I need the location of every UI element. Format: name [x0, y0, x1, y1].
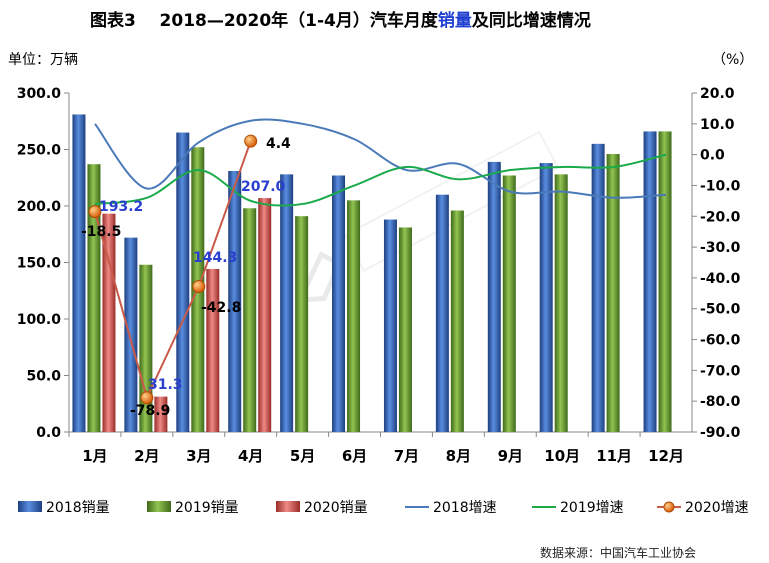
growth-value-label: -18.5 [81, 224, 121, 240]
bar-2019销量-8月 [450, 210, 464, 432]
bar-2018销量-8月 [435, 194, 449, 432]
x-tick-label: 11月 [596, 447, 632, 465]
watermark-logo [295, 130, 560, 303]
data-labels: 193.2 31.3 144.3 207.0 -18.5 -78.9 -42.8 4.4 [81, 136, 291, 419]
bar-2018销量-5月 [280, 174, 294, 433]
legend-swatch [147, 501, 171, 512]
legend-label: 2018增速 [433, 500, 497, 516]
axes: 0.0 50.0 100.0 150.0 200.0 250.0 300.0 -90.0 -80… [17, 86, 741, 465]
left-tick-label: 0.0 [36, 425, 61, 441]
legend-marker [663, 501, 675, 513]
bar-2018销量-6月 [332, 175, 346, 433]
bar-2020销量-1月 [102, 213, 116, 432]
right-tick-label: -50.0 [700, 302, 741, 318]
legend-label: 2020增速 [685, 500, 749, 516]
bar-2018销量-3月 [176, 132, 190, 433]
bar-2020销量-4月 [258, 198, 272, 432]
x-tick-label: 3月 [186, 447, 211, 465]
data-source: 数据来源：中国汽车工业协会 [540, 546, 697, 560]
bar-2020销量-2月 [154, 396, 168, 432]
bar-value-label: 31.3 [148, 377, 183, 393]
bar-value-label: 193.2 [99, 199, 143, 215]
x-tick-label: 8月 [446, 447, 471, 465]
bar-2018销量-9月 [487, 161, 501, 432]
lines [88, 118, 667, 405]
growth-value-label: -78.9 [130, 403, 170, 419]
x-tick-label: 7月 [394, 447, 419, 465]
bar-2020销量-3月 [206, 268, 220, 432]
line-2018增速 [94, 118, 667, 199]
legend-label: 2020销量 [304, 500, 368, 516]
left-tick-label: 150.0 [17, 256, 62, 272]
x-tick-label: 12月 [648, 447, 684, 465]
left-tick-label: 50.0 [26, 369, 61, 385]
bar-2019销量-1月 [87, 164, 101, 432]
right-tick-label: -40.0 [700, 271, 741, 287]
bar-2019销量-11月 [606, 154, 620, 432]
bar-2018销量-1月 [72, 114, 86, 432]
right-tick-label: -70.0 [700, 363, 741, 379]
right-tick-label: -80.0 [700, 394, 741, 410]
right-axis-unit: （%） [712, 52, 754, 68]
marker-2020增速-2月 [140, 391, 154, 405]
left-tick-label: 100.0 [17, 312, 62, 328]
line-2019增速 [94, 153, 667, 207]
x-tick-label: 4月 [238, 447, 263, 465]
left-axis-unit: 单位：万辆 [8, 52, 78, 68]
growth-value-label: -42.8 [201, 300, 241, 316]
x-tick-label: 1月 [82, 447, 107, 465]
marker-2020增速-3月 [192, 280, 206, 294]
bar-2019销量-5月 [295, 216, 309, 432]
bar-2019销量-7月 [398, 227, 412, 432]
bar-2019销量-6月 [347, 200, 361, 432]
right-tick-label: 10.0 [700, 117, 735, 133]
watermark [295, 130, 560, 303]
legend-label: 2018销量 [46, 500, 110, 516]
right-tick-label: -20.0 [700, 209, 741, 225]
bar-2018销量-4月 [228, 170, 242, 432]
title-prefix: 图表3 [90, 11, 136, 31]
x-tick-label: 5月 [290, 447, 315, 465]
right-tick-label: 0.0 [700, 148, 725, 164]
legend: 2018销量 2019销量 2020销量 2018增速 2019增速 2020增速 [18, 500, 749, 516]
bar-2019销量-12月 [658, 131, 672, 433]
left-tick-label: 250.0 [17, 143, 62, 159]
legend-label: 2019销量 [175, 500, 239, 516]
bar-2018销量-12月 [643, 131, 657, 433]
bar-2018销量-10月 [539, 163, 553, 432]
right-tick-label: -90.0 [700, 425, 741, 441]
right-tick-label: -60.0 [700, 333, 741, 349]
bar-2018销量-2月 [124, 237, 138, 432]
marker-2020增速-1月 [88, 205, 102, 219]
left-tick-label: 300.0 [17, 86, 62, 102]
right-tick-label: -10.0 [700, 178, 741, 194]
bar-2019销量-2月 [139, 264, 153, 432]
x-tick-label: 6月 [342, 447, 367, 465]
legend-label: 2019增速 [560, 500, 624, 516]
bar-2019销量-4月 [243, 208, 257, 432]
bar-value-label: 207.0 [241, 179, 286, 195]
legend-swatch [18, 501, 42, 512]
bar-value-label: 144.3 [193, 250, 237, 266]
x-tick-label: 9月 [498, 447, 523, 465]
marker-2020增速-4月 [244, 134, 258, 148]
title-suffix: 及同比增速情况 [471, 11, 591, 31]
x-tick-label: 2月 [134, 447, 159, 465]
chart-title: 图表3 2018—2020年（1-4月）汽车月度销量及同比增速情况 [90, 6, 591, 31]
x-tick-label: 10月 [544, 447, 580, 465]
bar-2019销量-10月 [554, 174, 568, 433]
bar-2018销量-11月 [591, 143, 605, 432]
title-main: 2018—2020年（1-4月）汽车月度 [159, 11, 438, 31]
bar-2018销量-7月 [383, 219, 397, 432]
line-2020增速 [93, 140, 252, 401]
title-highlight: 销量 [437, 11, 472, 31]
right-tick-label: 20.0 [700, 86, 735, 102]
right-tick-label: -30.0 [700, 240, 741, 256]
bar-2019销量-9月 [502, 175, 516, 433]
legend-swatch [276, 501, 300, 512]
growth-value-label: 4.4 [266, 136, 291, 152]
left-tick-label: 200.0 [17, 199, 62, 215]
